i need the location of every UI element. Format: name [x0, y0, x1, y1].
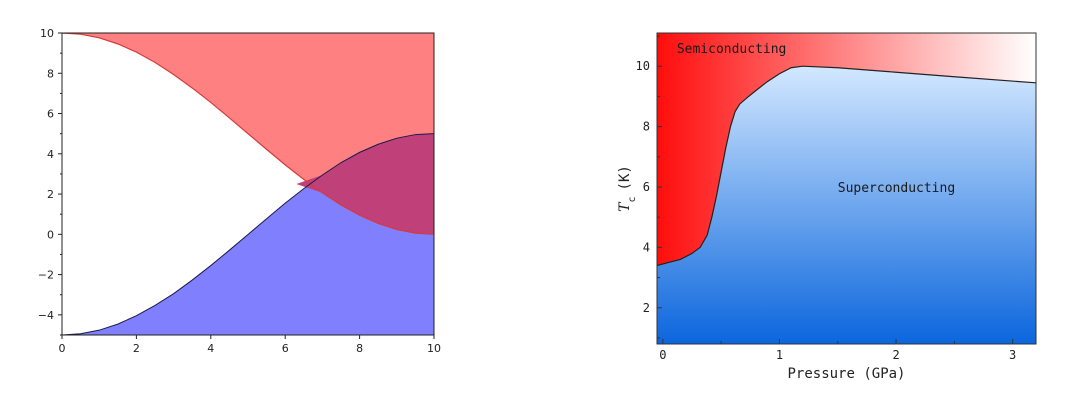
- y-tick-label: −2: [38, 269, 54, 282]
- left-plot-frame: [61, 32, 435, 336]
- y-tick-label: 6: [47, 108, 54, 121]
- x-tick-label: 6: [282, 342, 289, 355]
- y-tick-label: 2: [47, 188, 54, 201]
- y-tick-label: 10: [636, 59, 650, 73]
- phase-boundary-line: [657, 65, 1036, 267]
- y-tick-label: 2: [643, 301, 650, 315]
- right-axes: 0 1 2 3 2 4 6 8 10: [636, 32, 1037, 362]
- y-tick-label: 8: [643, 120, 650, 134]
- y-axis-title-unit: (K): [617, 165, 633, 190]
- x-axis-title: Pressure (GPa): [787, 366, 905, 382]
- series-overlap-area: [296, 133, 434, 235]
- y-tick-label: 6: [643, 180, 650, 194]
- x-tick-label: 3: [1009, 348, 1016, 362]
- y-axis-title-main: T: [617, 201, 633, 212]
- y-tick-label: 8: [47, 67, 54, 80]
- left-plot-area: [62, 33, 434, 335]
- y-tick-label: 4: [47, 148, 54, 161]
- x-tick-label: 8: [356, 342, 363, 355]
- x-tick-label: 2: [133, 342, 140, 355]
- region-label-superconducting: Superconducting: [838, 181, 955, 196]
- y-axis-title-sub: c: [627, 196, 638, 202]
- region-label-semiconducting: Semiconducting: [677, 42, 787, 57]
- left-axes: 0 2 4 6 8 10 −4 −2 0 2 4 6 8 10: [38, 27, 441, 355]
- y-tick-label: 10: [40, 27, 54, 40]
- y-tick-label: −4: [38, 309, 54, 322]
- right-plot-frame: [656, 32, 1037, 345]
- x-tick-label: 10: [427, 342, 441, 355]
- x-tick-label: 4: [207, 342, 214, 355]
- y-axis-title: Tc (K): [617, 165, 638, 212]
- right-plot-area: Semiconducting Superconducting: [657, 33, 1036, 344]
- right-phase-diagram: Semiconducting Superconducting 0 1 2 3 2 4 6 8 10…: [617, 32, 1037, 382]
- y-tick-label: 0: [47, 228, 54, 241]
- superconducting-region: [657, 66, 1036, 344]
- x-tick-label: 1: [776, 348, 783, 362]
- left-area-chart: 0 2 4 6 8 10 −4 −2 0 2 4 6 8 10: [38, 27, 441, 355]
- series-upper-line: [62, 33, 434, 235]
- x-tick-label: 0: [59, 342, 66, 355]
- y-tick-label: 4: [643, 240, 650, 254]
- x-tick-label: 0: [659, 348, 666, 362]
- series-lower-line: [62, 133, 434, 335]
- x-tick-label: 2: [892, 348, 899, 362]
